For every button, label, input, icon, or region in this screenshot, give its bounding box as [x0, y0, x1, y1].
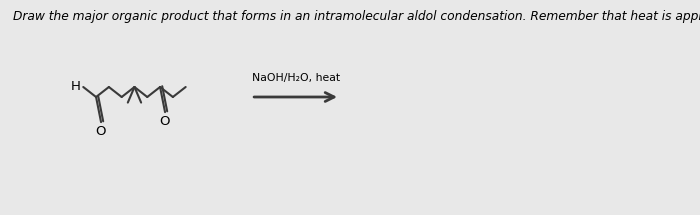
Text: O: O	[159, 115, 169, 128]
Text: O: O	[95, 125, 106, 138]
Text: H: H	[71, 80, 81, 92]
Text: Draw the major organic product that forms in an intramolecular aldol condensatio: Draw the major organic product that form…	[13, 10, 700, 23]
Text: NaOH/H₂O, heat: NaOH/H₂O, heat	[251, 73, 340, 83]
